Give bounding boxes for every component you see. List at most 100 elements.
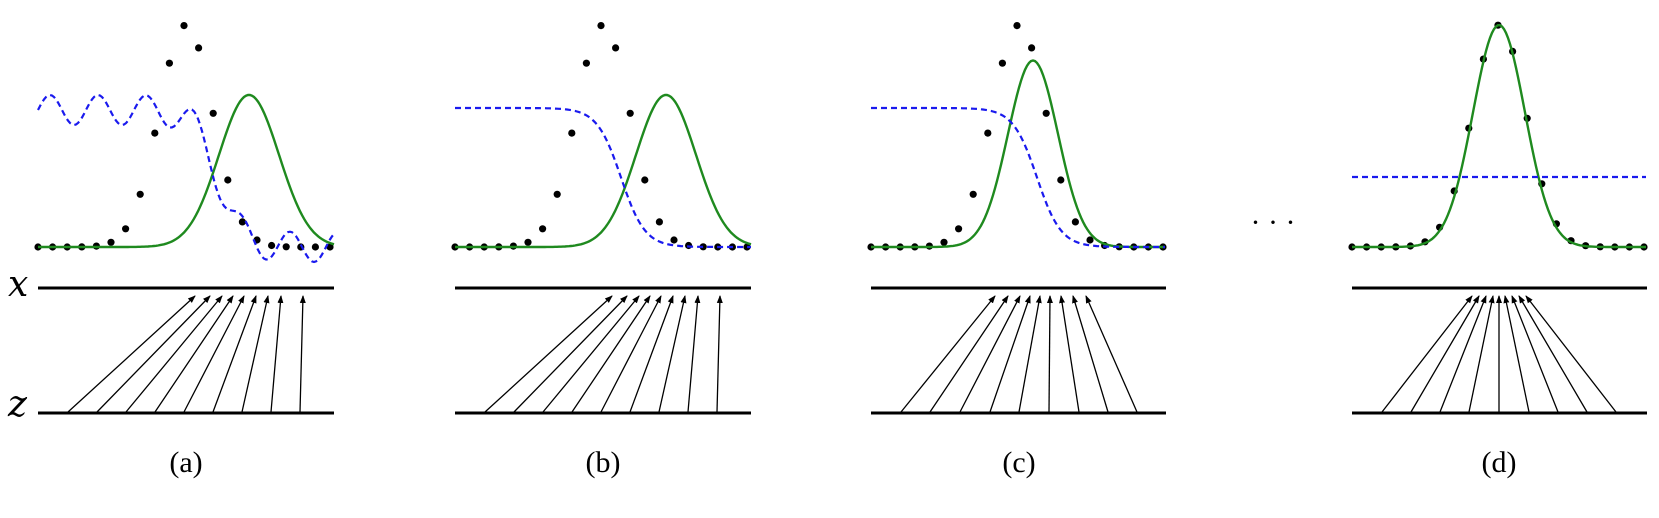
data-point <box>326 243 334 251</box>
mapping-arrow <box>1059 295 1080 413</box>
data-point <box>612 44 620 52</box>
data-point <box>195 44 203 52</box>
data-point <box>1013 22 1021 30</box>
data-point <box>209 109 217 117</box>
data-point <box>151 129 159 137</box>
data-point <box>524 238 532 246</box>
mapping-arrow <box>125 295 223 413</box>
mapping-arrow <box>1503 295 1530 413</box>
data-point <box>238 218 246 226</box>
mapping-arrow <box>600 295 662 413</box>
data-point <box>655 218 664 226</box>
data-point <box>268 241 276 250</box>
data-point <box>282 243 290 251</box>
mapping-arrow <box>658 295 687 413</box>
data-point <box>940 238 948 246</box>
data-point <box>568 129 576 137</box>
data-distribution-points <box>451 22 751 251</box>
mapping-arrow <box>1381 295 1473 413</box>
data-point <box>107 238 115 246</box>
data-point <box>539 225 547 233</box>
panel-c-label: (c) <box>1002 446 1035 479</box>
panel-b: (b) <box>451 22 752 479</box>
mapping-arrow <box>1046 295 1053 413</box>
data-point <box>553 190 561 198</box>
mapping-arrow <box>989 295 1031 413</box>
mapping-arrow <box>900 295 996 413</box>
data-point <box>1028 44 1036 52</box>
z-axis-label: z <box>7 384 28 425</box>
data-point <box>180 22 188 30</box>
generative-distribution-curve <box>38 93 335 249</box>
mapping-arrow <box>67 295 196 413</box>
mapping-arrow <box>1410 295 1480 413</box>
mapping-arrow <box>484 295 613 413</box>
mapping-arrow <box>154 295 234 413</box>
data-point <box>699 243 707 251</box>
data-point <box>743 243 751 251</box>
panel-a: (a) <box>34 22 335 479</box>
data-point <box>670 236 678 244</box>
mapping-arrow <box>1072 295 1109 413</box>
mapping-arrow <box>183 295 245 413</box>
mapping-arrow <box>1468 295 1495 413</box>
x-axis-label: x <box>8 264 28 305</box>
mapping-arrow <box>299 295 306 413</box>
mapping-arrows <box>67 295 306 413</box>
mapping-arrow <box>542 295 640 413</box>
data-point <box>597 22 605 30</box>
mapping-arrow <box>1525 295 1617 413</box>
discriminator-curve <box>871 106 1165 249</box>
generative-distribution-curve <box>455 93 752 249</box>
data-point <box>1042 109 1050 117</box>
mapping-arrow <box>212 295 257 413</box>
data-point <box>969 190 977 198</box>
data-point <box>136 190 144 198</box>
data-point <box>122 225 130 233</box>
mapping-arrow <box>1518 295 1588 413</box>
data-point <box>224 176 232 184</box>
data-distribution-points <box>867 22 1167 251</box>
mapping-arrow <box>241 295 270 413</box>
mapping-arrow <box>629 295 674 413</box>
generative-distribution-curve <box>1352 24 1646 249</box>
mapping-arrow <box>513 295 628 413</box>
panel-a-label: (a) <box>169 446 202 479</box>
data-point <box>1071 218 1079 226</box>
mapping-arrow <box>571 295 651 413</box>
mapping-arrow <box>687 295 701 413</box>
data-point <box>955 225 963 233</box>
mapping-arrow <box>270 295 284 413</box>
data-point <box>626 109 634 117</box>
data-point <box>984 129 992 137</box>
data-point <box>1057 176 1065 184</box>
mapping-arrow <box>96 295 211 413</box>
discriminator-curve <box>455 106 751 249</box>
panel-d: (d) <box>1348 21 1648 479</box>
data-point <box>165 59 173 67</box>
data-distribution-points <box>1348 21 1648 251</box>
mapping-arrow <box>929 295 1009 413</box>
mapping-arrow <box>959 295 1021 413</box>
mapping-arrows <box>484 295 723 413</box>
panel-c: (c) <box>867 22 1167 479</box>
data-point <box>998 59 1007 67</box>
mapping-arrow <box>1085 295 1138 413</box>
panel-b-label: (b) <box>586 446 621 479</box>
data-point <box>1086 236 1094 244</box>
ellipsis: · · · <box>1251 206 1296 239</box>
mapping-arrows <box>900 295 1138 413</box>
mapping-arrows <box>1381 295 1617 413</box>
panel-d-label: (d) <box>1482 446 1517 479</box>
mapping-arrow <box>1511 295 1559 413</box>
mapping-arrow <box>716 295 723 413</box>
data-point <box>311 243 319 251</box>
mapping-arrow <box>1439 295 1487 413</box>
discriminator-curve <box>37 93 335 264</box>
mapping-arrow <box>1018 295 1042 413</box>
data-point <box>641 176 649 184</box>
generative-distribution-curve <box>871 59 1165 249</box>
data-point <box>582 59 591 67</box>
data-distribution-points <box>34 22 334 251</box>
